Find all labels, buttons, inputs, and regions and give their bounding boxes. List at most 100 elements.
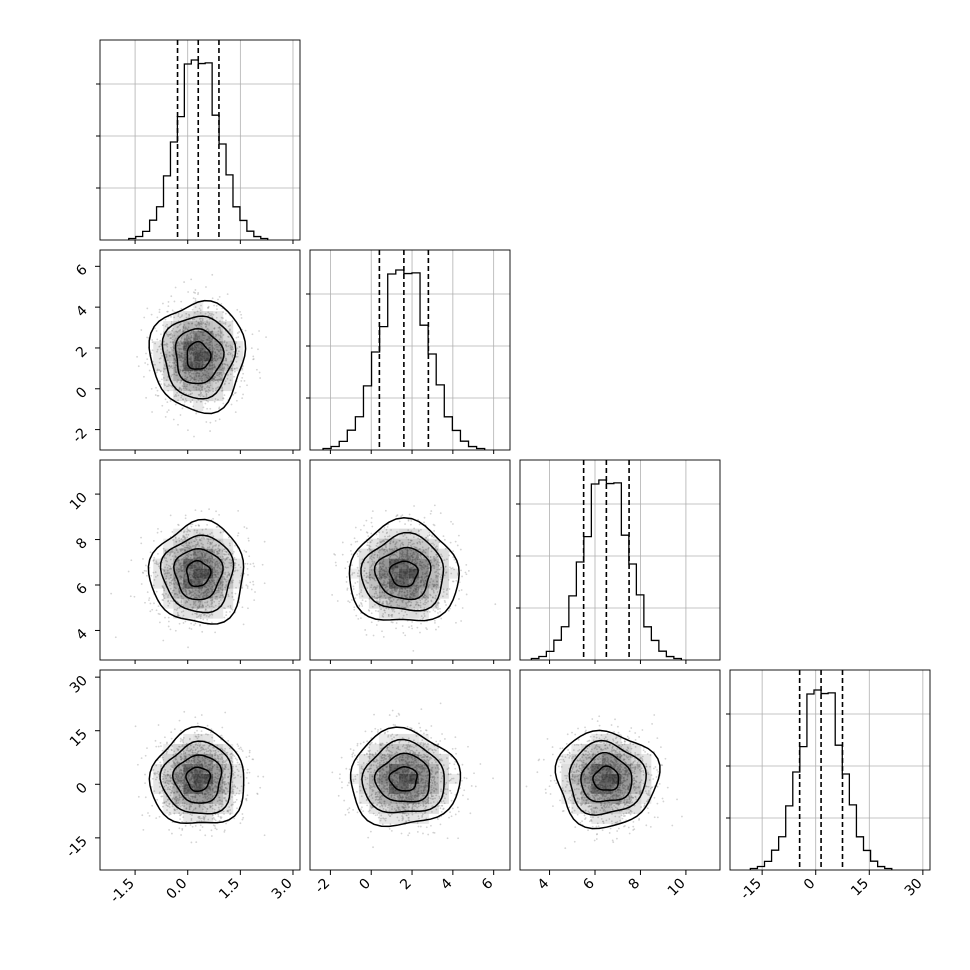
sample-point: [199, 603, 201, 605]
sample-point: [189, 795, 192, 798]
sample-point: [222, 581, 225, 583]
sample-point: [188, 358, 191, 361]
sample-point: [370, 554, 373, 557]
sample-point: [235, 399, 238, 402]
sample-point: [196, 531, 198, 534]
sample-point: [363, 569, 366, 572]
sample-point: [406, 589, 409, 592]
sample-point: [409, 604, 411, 607]
sample-point: [189, 379, 192, 382]
sample-point: [212, 580, 214, 583]
sample-point: [221, 367, 224, 370]
sample-point: [227, 353, 230, 356]
sample-point: [376, 554, 379, 557]
sample-point: [186, 376, 188, 379]
sample-point: [190, 553, 193, 556]
sample-point: [219, 344, 221, 347]
sample-point: [216, 357, 219, 360]
sample-point: [173, 552, 176, 554]
sample-point: [180, 779, 183, 782]
sample-point: [384, 538, 387, 541]
sample-point: [234, 786, 237, 788]
sample-point: [217, 564, 219, 567]
density-cell: [428, 558, 439, 569]
sample-point: [398, 588, 401, 591]
sample-point: [203, 560, 206, 563]
sample-point: [174, 359, 177, 362]
sample-point: [419, 555, 422, 558]
sample-point: [405, 603, 408, 605]
sample-point: [399, 544, 402, 547]
sample-point: [148, 369, 151, 372]
sample-point: [195, 386, 198, 389]
density-cell: [378, 528, 389, 539]
sample-point: [356, 553, 359, 555]
sample-point: [361, 558, 364, 561]
sample-point: [209, 581, 212, 584]
density-cell: [153, 558, 164, 569]
sample-point: [406, 549, 409, 552]
sample-point: [167, 305, 170, 308]
sample-point: [218, 344, 221, 347]
density-cell: [163, 588, 174, 599]
sample-point: [185, 316, 188, 319]
sample-point: [228, 573, 230, 576]
sample-point: [409, 563, 412, 566]
sample-point: [186, 333, 189, 336]
sample-point: [378, 596, 381, 599]
sample-point: [186, 527, 188, 530]
sample-point: [376, 554, 379, 556]
sample-point: [218, 790, 221, 792]
sample-point: [193, 378, 196, 381]
sample-point: [167, 564, 170, 567]
sample-point: [181, 369, 184, 372]
sample-point: [179, 818, 182, 821]
sample-point: [331, 594, 334, 596]
sample-point: [420, 622, 422, 625]
sample-point: [172, 589, 175, 592]
sample-point: [444, 601, 447, 604]
sample-point: [171, 361, 174, 364]
sample-point: [382, 569, 384, 572]
sample-point: [161, 585, 164, 587]
sample-point: [197, 322, 200, 325]
sample-point: [195, 544, 198, 546]
sample-point: [243, 526, 246, 528]
sample-point: [392, 541, 395, 544]
sample-point: [198, 388, 200, 391]
sample-point: [384, 597, 387, 600]
sample-point: [233, 375, 235, 378]
sample-point: [177, 561, 180, 564]
sample-point: [140, 757, 143, 760]
sample-point: [228, 574, 231, 577]
sample-point: [389, 597, 392, 599]
sample-point: [211, 347, 214, 350]
density-cell: [173, 321, 184, 332]
sample-point: [378, 591, 381, 594]
scatter-panel-1-3: [99, 459, 301, 661]
sample-point: [379, 565, 382, 568]
sample-point: [197, 335, 200, 338]
sample-point: [207, 391, 210, 393]
sample-point: [427, 567, 429, 570]
sample-point: [234, 566, 237, 569]
sample-point: [396, 547, 399, 550]
density-cell: [233, 341, 244, 352]
sample-point: [158, 621, 161, 624]
sample-point: [200, 589, 203, 592]
sample-point: [411, 584, 414, 587]
sample-point: [376, 597, 379, 600]
sample-point: [163, 368, 166, 371]
sample-point: [418, 548, 421, 551]
sample-point: [206, 523, 209, 526]
sample-point: [262, 775, 265, 778]
sample-point: [200, 747, 202, 749]
sample-point: [169, 558, 172, 561]
density-cell: [203, 361, 214, 372]
sample-point: [236, 347, 239, 350]
sample-point: [185, 807, 188, 809]
sample-point: [211, 330, 214, 333]
sample-point: [212, 377, 214, 379]
sample-point: [202, 543, 204, 546]
panel-frame: [99, 249, 301, 451]
